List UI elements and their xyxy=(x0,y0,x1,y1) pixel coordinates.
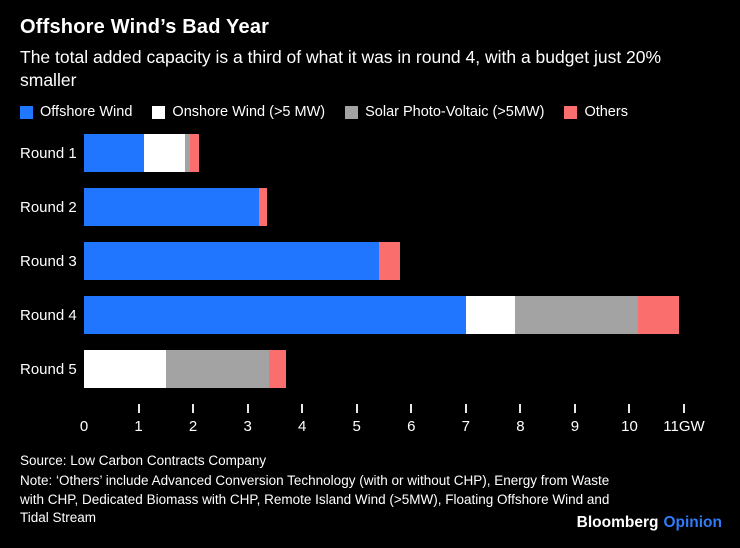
axis-tick xyxy=(683,404,685,414)
bar-track xyxy=(84,296,684,335)
bar-segment xyxy=(514,296,638,335)
bar-segment xyxy=(269,350,286,389)
bar-chart: Round 1 Round 2 Round 3 Round 4 Round 5 xyxy=(20,134,720,389)
legend-swatch-icon xyxy=(345,105,359,119)
axis-tick xyxy=(628,404,631,414)
chart-row: Round 5 xyxy=(20,350,720,389)
chart-subtitle: The total added capacity is a third of w… xyxy=(20,47,662,91)
axis-tick xyxy=(519,404,522,414)
axis-tick xyxy=(192,404,195,414)
category-label: Round 1 xyxy=(20,144,77,162)
chart-row: Round 3 xyxy=(20,242,720,281)
category-label: Round 5 xyxy=(20,360,77,378)
bar-track xyxy=(84,350,684,389)
axis-tick xyxy=(464,404,467,414)
axis-tick-label: 1 xyxy=(134,418,143,436)
legend: Offshore Wind Onshore Wind (>5 MW) Solar P… xyxy=(20,104,720,120)
axis-tick-label: 9 xyxy=(570,418,580,436)
bar-segment xyxy=(84,134,144,173)
axis-tick-label: 0 xyxy=(79,418,89,436)
axis-tick-label: 6 xyxy=(407,418,416,436)
note-text: Note: ‘Others’ include Advanced Conversi… xyxy=(20,473,610,525)
chart-row: Round 1 xyxy=(20,134,720,173)
bar-segment xyxy=(84,350,166,389)
bar-segment xyxy=(84,296,466,335)
legend-item: Onshore Wind (>5 MW) xyxy=(152,104,325,120)
legend-swatch-icon xyxy=(564,105,578,119)
axis-tick-label: 8 xyxy=(516,418,525,436)
legend-item: Others xyxy=(564,104,628,120)
chart-row: Round 2 xyxy=(20,188,720,227)
brand: Bloomberg Opinion xyxy=(577,514,722,532)
axis-tick-label: 10 xyxy=(621,418,638,436)
axis-tick xyxy=(137,404,140,414)
axis-tick xyxy=(410,404,413,414)
axis-tick-label: 11GW xyxy=(663,418,705,436)
bar-segment xyxy=(378,242,401,281)
bar-segment xyxy=(258,188,267,227)
bar-track xyxy=(84,188,684,227)
chart-row: Round 4 xyxy=(20,296,720,335)
category-label: Round 3 xyxy=(20,252,77,270)
brand-bloomberg: Bloomberg xyxy=(576,514,659,531)
legend-item: Solar Photo-Voltaic (>5MW) xyxy=(345,104,544,120)
bar-track xyxy=(84,134,684,173)
axis-tick xyxy=(246,404,249,414)
axis-tick-label: 2 xyxy=(188,418,198,436)
axis-tick-label: 3 xyxy=(243,418,252,436)
axis-tick-label: 5 xyxy=(352,418,361,436)
legend-label: Onshore Wind (>5 MW) xyxy=(172,104,326,121)
legend-label: Others xyxy=(584,104,628,121)
axis-tick xyxy=(301,404,304,414)
category-label: Round 4 xyxy=(20,306,77,324)
legend-swatch-icon xyxy=(20,105,33,119)
bar-segment xyxy=(84,242,379,281)
source-text: Source: Low Carbon Contracts Company xyxy=(20,453,267,469)
chart-title: Offshore Wind’s Bad Year xyxy=(20,16,270,38)
bar-segment xyxy=(165,350,270,389)
axis-tick-label: 4 xyxy=(298,418,307,436)
legend-label: Solar Photo-Voltaic (>5MW) xyxy=(365,104,545,121)
legend-swatch-icon xyxy=(152,105,166,119)
footer: Source: Low Carbon Contracts Company Not… xyxy=(20,452,720,527)
bar-segment xyxy=(144,134,185,173)
brand-opinion: Opinion xyxy=(663,514,722,531)
bar-track xyxy=(84,242,684,281)
bar-segment xyxy=(190,134,199,173)
bar-segment xyxy=(84,188,259,227)
legend-label: Offshore Wind xyxy=(40,104,133,121)
axis-tick xyxy=(573,404,576,414)
axis-tick xyxy=(355,404,358,414)
x-axis: 0 1 2 3 4 5 6 7 8 9 10 11GW xyxy=(80,404,705,438)
bar-segment xyxy=(637,296,679,335)
axis-tick-label: 7 xyxy=(461,418,470,436)
bar-segment xyxy=(184,134,191,173)
legend-item: Offshore Wind xyxy=(20,104,132,120)
category-label: Round 2 xyxy=(20,198,77,216)
bar-segment xyxy=(465,296,515,335)
